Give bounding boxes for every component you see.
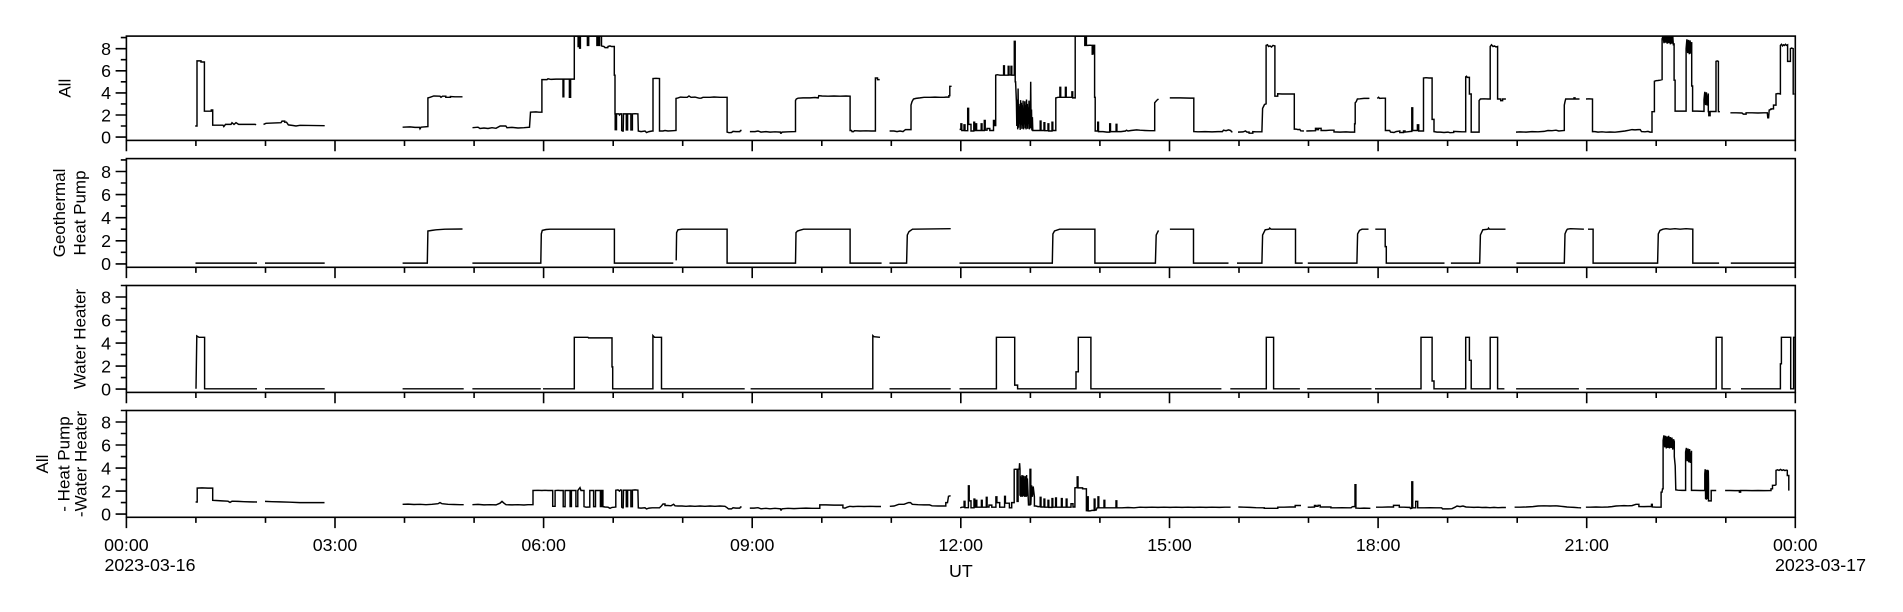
svg-text:18:00: 18:00	[1356, 535, 1401, 555]
svg-text:6: 6	[101, 310, 111, 330]
svg-text:09:00: 09:00	[730, 535, 775, 555]
svg-text:00:00: 00:00	[104, 535, 149, 555]
svg-text:15:00: 15:00	[1147, 535, 1192, 555]
svg-text:Water Heater: Water Heater	[71, 288, 90, 389]
svg-text:6: 6	[101, 435, 111, 455]
svg-text:12:00: 12:00	[939, 535, 984, 555]
svg-text:- Heat Pump: - Heat Pump	[55, 416, 74, 511]
svg-text:21:00: 21:00	[1564, 535, 1609, 555]
svg-text:UT: UT	[949, 561, 973, 581]
svg-text:4: 4	[101, 208, 111, 228]
svg-text:2: 2	[101, 105, 111, 125]
svg-text:2023-03-17: 2023-03-17	[1775, 555, 1866, 575]
svg-text:8: 8	[101, 287, 111, 307]
svg-text:Heat Pump: Heat Pump	[70, 170, 89, 255]
svg-text:6: 6	[101, 185, 111, 205]
svg-text:06:00: 06:00	[521, 535, 566, 555]
svg-text:4: 4	[101, 458, 111, 478]
svg-text:All: All	[33, 455, 52, 474]
svg-text:8: 8	[101, 162, 111, 182]
svg-text:03:00: 03:00	[313, 535, 358, 555]
svg-text:6: 6	[101, 61, 111, 81]
svg-text:4: 4	[101, 83, 111, 103]
svg-text:8: 8	[101, 412, 111, 432]
svg-text:00:00: 00:00	[1773, 535, 1818, 555]
svg-text:4: 4	[101, 333, 111, 353]
svg-text:0: 0	[101, 379, 111, 399]
svg-text:0: 0	[101, 254, 111, 274]
svg-text:All: All	[56, 79, 75, 98]
svg-text:8: 8	[101, 39, 111, 59]
svg-text:Geothermal: Geothermal	[50, 169, 69, 258]
svg-text:2: 2	[101, 481, 111, 501]
svg-text:-Water Heater: -Water Heater	[72, 411, 91, 517]
svg-text:2: 2	[101, 231, 111, 251]
svg-text:0: 0	[101, 127, 111, 147]
svg-text:2023-03-16: 2023-03-16	[105, 555, 196, 575]
svg-text:2: 2	[101, 356, 111, 376]
svg-text:0: 0	[101, 504, 111, 524]
